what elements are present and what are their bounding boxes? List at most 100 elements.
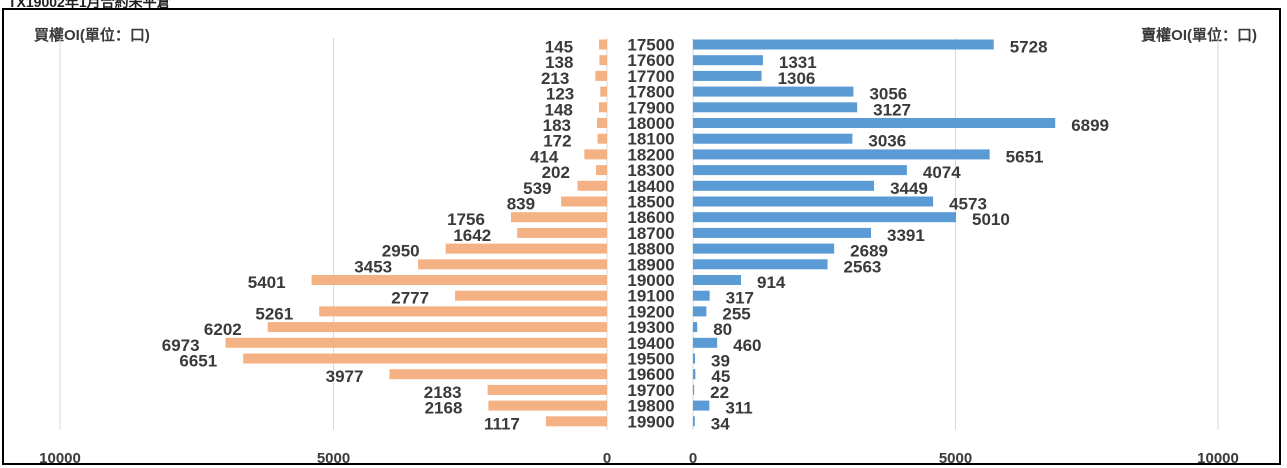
put-oi-bar [693, 259, 828, 270]
call-oi-value-label: 213 [541, 69, 569, 88]
call-oi-bar [267, 322, 607, 333]
put-oi-value-label: 311 [725, 399, 752, 418]
put-oi-value-label: 6899 [1071, 116, 1109, 135]
put-oi-value-label: 45 [711, 367, 730, 386]
put-oi-bar [693, 400, 710, 411]
put-oi-bar [693, 243, 835, 254]
call-oi-bar [595, 165, 607, 176]
put-oi-value-label: 4573 [949, 195, 987, 214]
call-oi-value-label: 138 [545, 53, 573, 72]
put-oi-value-label: 3449 [890, 179, 928, 198]
call-oi-bar [517, 227, 607, 238]
strike-label: 17800 [627, 83, 674, 102]
put-oi-bar [693, 322, 698, 333]
call-oi-bar [595, 70, 607, 81]
left-axis-tick-label: 10000 [39, 450, 81, 467]
strike-label: 18700 [627, 224, 674, 243]
put-oi-bar [693, 337, 718, 348]
strike-label: 18000 [627, 114, 674, 133]
put-oi-bar [693, 86, 854, 97]
strike-label: 19800 [627, 397, 674, 416]
put-oi-value-label: 1306 [778, 69, 816, 88]
put-oi-value-label: 914 [757, 273, 786, 292]
call-oi-value-label: 172 [543, 132, 571, 151]
call-oi-value-label: 2183 [424, 383, 462, 402]
put-oi-value-label: 460 [733, 336, 761, 355]
call-oi-bar [455, 290, 607, 301]
call-oi-value-label: 1117 [484, 414, 520, 433]
strike-label: 19300 [627, 318, 674, 337]
clipped-chart-header-text: TX19002年1月合約未平倉 [8, 0, 171, 8]
strike-label: 17900 [627, 98, 674, 117]
strike-label: 19000 [627, 271, 674, 290]
call-oi-value-label: 6651 [179, 352, 217, 371]
call-oi-bar [584, 149, 607, 160]
put-oi-value-label: 2563 [844, 257, 882, 276]
call-oi-bar [445, 243, 607, 254]
call-oi-bar [243, 353, 607, 364]
strike-label: 17500 [627, 36, 674, 55]
strike-label: 19500 [627, 350, 674, 369]
strike-label: 18600 [627, 208, 674, 227]
call-oi-value-label: 3977 [326, 367, 364, 386]
left-axis-tick-label: 5000 [317, 450, 350, 467]
call-oi-bar [600, 86, 607, 97]
chart-frame [2, 8, 1281, 465]
call-oi-value-label: 1756 [447, 210, 485, 229]
put-oi-value-label: 1331 [779, 53, 817, 72]
put-oi-bar [693, 384, 695, 395]
call-oi-value-label: 6973 [162, 336, 200, 355]
call-oi-bar [510, 212, 607, 223]
strike-label: 19400 [627, 334, 674, 353]
call-oi-value-label: 148 [545, 100, 573, 119]
strike-label: 19900 [627, 412, 674, 431]
call-oi-value-label: 123 [546, 85, 574, 104]
put-oi-bar [693, 149, 990, 160]
call-oi-value-label: 2777 [391, 289, 429, 308]
call-oi-value-label: 145 [545, 38, 573, 57]
put-oi-bar [693, 102, 858, 113]
put-oi-value-label: 4074 [923, 163, 961, 182]
put-oi-bar [693, 70, 762, 81]
strike-label: 18200 [627, 145, 674, 164]
put-oi-bar [693, 353, 696, 364]
put-oi-bar [693, 275, 741, 285]
put-oi-value-label: 80 [713, 320, 732, 339]
put-oi-bar [693, 369, 696, 380]
call-oi-value-label: 202 [542, 163, 570, 182]
put-oi-value-label: 39 [711, 352, 730, 371]
put-oi-bar [693, 180, 875, 191]
right-axis-tick-label: 10000 [1197, 450, 1239, 467]
call-oi-bar [599, 39, 607, 50]
call-oi-value-label: 2168 [425, 399, 463, 418]
call-oi-bar [596, 118, 607, 128]
call-oi-title: 買權OI(單位：口) [34, 27, 150, 44]
call-oi-bar [488, 400, 607, 411]
put-oi-bar [693, 55, 763, 66]
put-oi-value-label: 5651 [1006, 147, 1044, 166]
call-oi-bar [319, 306, 607, 317]
call-oi-value-label: 183 [543, 116, 571, 135]
put-oi-value-label: 317 [726, 289, 754, 308]
put-oi-title: 賣權OI(單位：口) [1141, 27, 1257, 44]
strike-label: 18300 [627, 161, 674, 180]
strike-label: 18900 [627, 255, 674, 274]
call-oi-bar [418, 259, 607, 270]
put-oi-value-label: 34 [711, 414, 730, 433]
put-oi-bar [693, 212, 957, 223]
put-oi-value-label: 5728 [1010, 38, 1048, 57]
put-oi-bar [693, 39, 994, 50]
call-oi-bar [311, 275, 607, 285]
clipped-chart-header: TX19002年1月合約未平倉 [0, 0, 1287, 8]
right-axis-tick-label: 5000 [939, 450, 972, 467]
call-oi-bar [561, 196, 607, 207]
call-oi-bar [225, 337, 607, 348]
put-oi-value-label: 5010 [972, 210, 1010, 229]
call-oi-value-label: 6202 [204, 320, 242, 339]
call-oi-bar [487, 384, 607, 395]
put-oi-bar [693, 165, 907, 176]
put-oi-bar [693, 227, 872, 238]
call-oi-bar [389, 369, 607, 380]
put-oi-value-label: 22 [710, 383, 729, 402]
put-oi-bar [693, 196, 934, 207]
